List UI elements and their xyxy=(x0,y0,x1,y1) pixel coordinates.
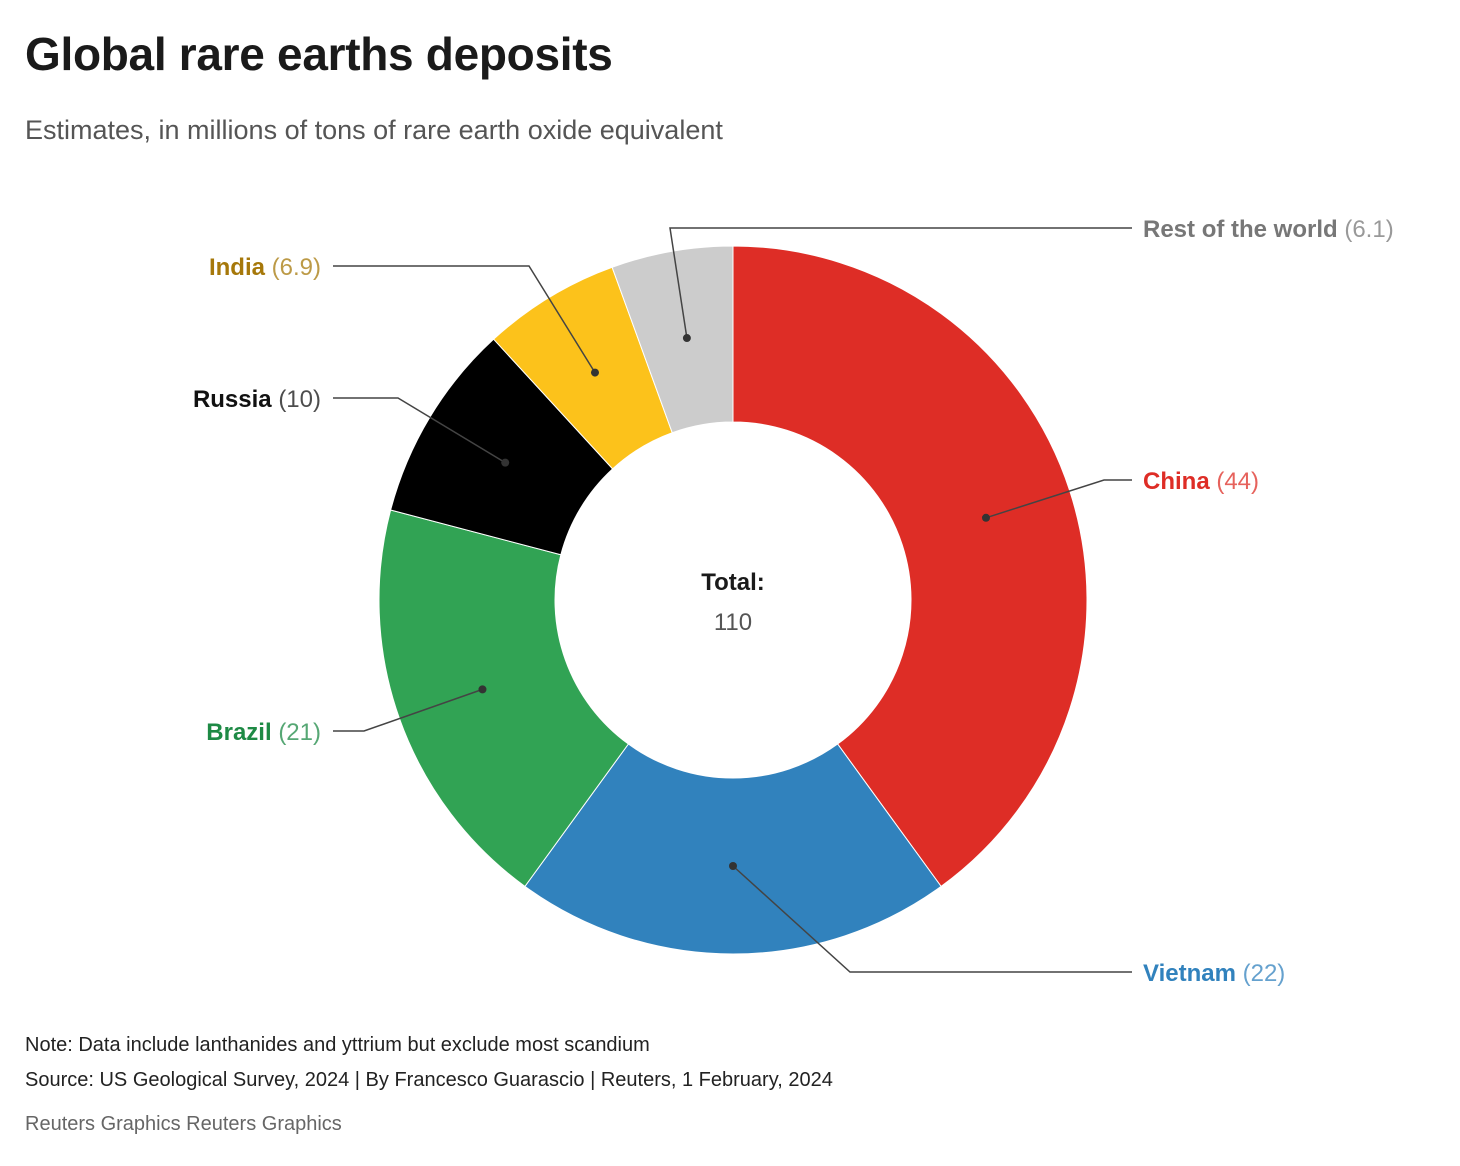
label-name-china: China xyxy=(1143,468,1216,495)
donut-slices xyxy=(378,245,1088,955)
slice-vietnam xyxy=(524,743,942,955)
leader-dot-rest-of-the-world xyxy=(682,334,691,343)
label-name-rest-of-the-world: Rest of the world xyxy=(1143,216,1344,243)
leader-dot-vietnam xyxy=(729,862,737,870)
label-brazil: Brazil (21) xyxy=(206,719,321,746)
leader-line-rest-of-the-world xyxy=(669,227,1132,339)
label-value-china: (44) xyxy=(1216,468,1259,495)
label-vietnam: Vietnam (22) xyxy=(1143,960,1285,987)
label-name-russia: Russia xyxy=(193,386,278,413)
chart-subtitle: Estimates, in millions of tons of rare e… xyxy=(25,115,723,145)
label-name-brazil: Brazil xyxy=(206,719,278,746)
slice-labels: China (44) Vietnam (22) Brazil (21) Russia … xyxy=(193,216,1394,987)
footer-credit: Reuters Graphics Reuters Graphics xyxy=(25,1113,342,1135)
footer-note: Note: Data include lanthanides and yttri… xyxy=(25,1034,650,1056)
label-name-vietnam: Vietnam xyxy=(1143,960,1243,987)
label-value-brazil: (21) xyxy=(278,719,321,746)
leader-dot-china xyxy=(981,513,990,522)
label-value-india: (6.9) xyxy=(272,254,321,281)
chart-title: Global rare earths deposits xyxy=(25,28,613,80)
footer-source: Source: US Geological Survey, 2024 | By … xyxy=(25,1069,833,1091)
label-value-vietnam: (22) xyxy=(1243,960,1286,987)
label-value-rest-of-the-world: (6.1) xyxy=(1344,216,1393,243)
label-value-russia: (10) xyxy=(278,386,321,413)
slice-brazil xyxy=(378,509,630,888)
label-leaders xyxy=(333,227,1132,973)
label-india: India (6.9) xyxy=(209,254,321,281)
leader-line-vietnam xyxy=(732,865,1132,973)
leader-line-brazil xyxy=(333,688,483,732)
leader-line-india xyxy=(333,265,596,373)
label-russia: Russia (10) xyxy=(193,386,321,413)
leader-line-russia xyxy=(333,397,506,464)
label-rest-of-the-world: Rest of the world (6.1) xyxy=(1143,216,1394,243)
leader-dot-brazil xyxy=(478,685,487,694)
leader-line-china xyxy=(985,479,1132,519)
label-china: China (44) xyxy=(1143,468,1259,495)
slice-rest-of-the-world xyxy=(611,245,734,434)
slice-china xyxy=(732,245,1088,888)
label-name-india: India xyxy=(209,254,272,281)
center-total-label: Total: xyxy=(701,569,765,596)
center-total-value: 110 xyxy=(714,609,752,636)
leader-dot-russia xyxy=(501,458,510,467)
leader-dot-india xyxy=(590,368,599,377)
